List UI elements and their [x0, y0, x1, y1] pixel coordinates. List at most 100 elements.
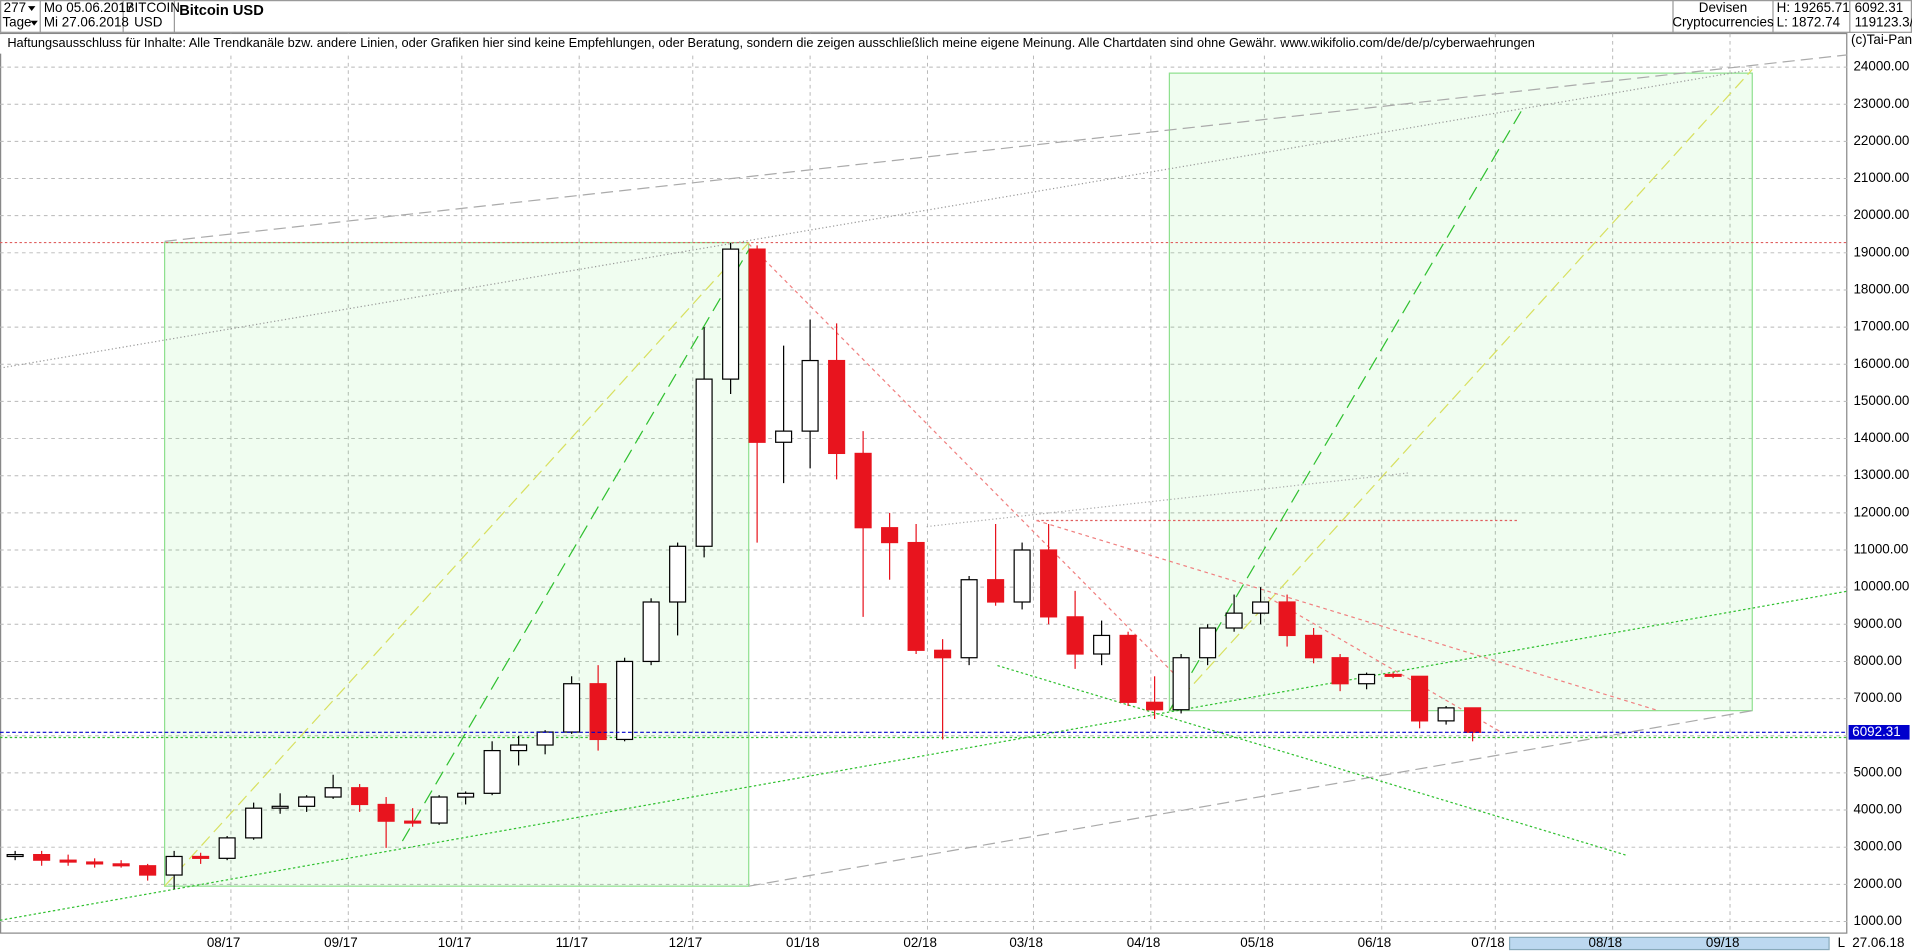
candle-body [1278, 601, 1296, 637]
plot-frame [0, 32, 1848, 934]
candle-body [139, 865, 157, 876]
disclaimer: Haftungsausschluss für Inhalte: Alle Tre… [7, 35, 1535, 50]
symbol: BITCOIN [126, 0, 180, 15]
candle-body [1199, 627, 1217, 659]
y-tick-label: 9000.00 [1853, 616, 1901, 631]
last-price-label: 6092.31 [1852, 724, 1900, 739]
candle-body [351, 787, 369, 806]
y-tick-label: 17000.00 [1853, 319, 1909, 334]
last: 6092.31 [1855, 0, 1903, 15]
candle-body [192, 855, 210, 859]
candle-body [695, 378, 713, 547]
candle-body [1358, 673, 1376, 685]
candle-body [404, 820, 422, 824]
x-tick-label: 09/18 [1706, 935, 1740, 950]
candle-body [1464, 707, 1482, 733]
candle-body [377, 803, 395, 822]
candle-body [483, 749, 501, 794]
candle-body [59, 859, 77, 863]
trend-line [164, 242, 750, 887]
copyright: (c)Tai-Pan [1851, 32, 1912, 47]
y-tick-label: 18000.00 [1853, 282, 1909, 297]
footer-mode[interactable]: L [1838, 935, 1846, 950]
disclaimer-bg [0, 34, 1494, 54]
candle-body [987, 579, 1005, 603]
candle-body [1384, 673, 1402, 677]
trend-line [164, 54, 1848, 242]
group: Cryptocurrencies [1672, 15, 1774, 30]
x-tick-label: 02/18 [903, 935, 937, 950]
trend-line [748, 710, 1753, 887]
candle-body [589, 683, 607, 741]
candle-body [510, 744, 528, 752]
dropdown-arrow[interactable] [28, 6, 36, 11]
trend-line [1168, 69, 1753, 712]
candle-body [245, 807, 263, 839]
candle-body [1225, 612, 1243, 629]
candle-body [430, 796, 448, 824]
y-tick-label: 1000.00 [1853, 913, 1901, 928]
trend-line [1036, 519, 1659, 712]
candle-body [1119, 634, 1137, 703]
y-tick-label: 23000.00 [1853, 96, 1909, 111]
trend-line [926, 472, 1409, 528]
header: 277 Tage Mo 05.06.2017 Mi 27.06.2018 BIT… [0, 0, 1912, 33]
trend-line [0, 590, 1848, 921]
scrollbar[interactable] [1508, 936, 1830, 951]
candle-body [881, 527, 899, 544]
candle-body [1172, 657, 1190, 711]
y-tick-label: 15000.00 [1853, 393, 1909, 408]
candle-body [960, 579, 978, 659]
candle-body [271, 805, 289, 809]
y-tick-label: 10000.00 [1853, 579, 1909, 594]
candle-body [1093, 634, 1111, 655]
x-tick-label: 04/18 [1127, 935, 1161, 950]
candle-body [298, 796, 316, 807]
candle-body [1252, 601, 1270, 614]
header-frame [0, 0, 1912, 33]
candle-body [112, 863, 130, 867]
candle-body [1013, 549, 1031, 603]
x-tick-label: 09/17 [324, 935, 358, 950]
trend-line [1168, 105, 1525, 711]
candle-body [33, 853, 51, 861]
candle-body [563, 683, 581, 733]
candle-body [1411, 675, 1429, 722]
candle-body [1146, 701, 1164, 711]
dropdown-arrow[interactable] [30, 20, 38, 26]
x-tick-label: 03/18 [1009, 935, 1043, 950]
x-tick-label: 01/18 [786, 935, 820, 950]
candle-body [1040, 549, 1058, 618]
y-tick-label: 7000.00 [1853, 690, 1901, 705]
x-tick-label: 12/17 [669, 935, 703, 950]
x-tick-label: 11/17 [556, 935, 589, 950]
candle-body [457, 792, 475, 798]
y-tick-label: 16000.00 [1853, 356, 1909, 371]
candle-body [165, 855, 183, 876]
x-tick-label: 07/18 [1471, 935, 1505, 950]
x-tick-label: 08/17 [207, 935, 241, 950]
start-date: Mo 05.06.2017 [44, 0, 133, 15]
trend-line [401, 249, 750, 842]
last-price-tag [1848, 724, 1910, 740]
y-tick-label: 24000.00 [1853, 59, 1909, 74]
candle-body [748, 248, 766, 443]
candle-body [642, 601, 660, 663]
candle-body [801, 359, 819, 432]
candle-body [722, 248, 740, 380]
low: L: 1872.74 [1777, 15, 1841, 30]
y-tick-label: 19000.00 [1853, 244, 1909, 259]
candle-body [6, 853, 24, 858]
candle-body [828, 359, 846, 455]
market: Devisen [1699, 0, 1747, 15]
x-tick-label: 08/18 [1589, 935, 1623, 950]
bar-count[interactable]: 277 [4, 0, 26, 15]
candle-body [907, 541, 925, 651]
x-tick-label: 10/17 [438, 935, 472, 950]
y-tick-label: 3000.00 [1853, 839, 1901, 854]
candle-body [775, 430, 793, 443]
period[interactable]: Tage [2, 15, 31, 30]
